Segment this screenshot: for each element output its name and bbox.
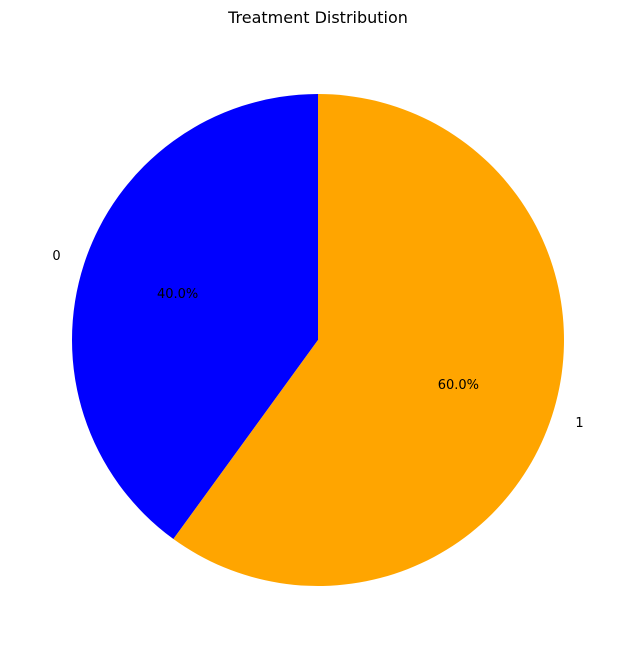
pie-category-label-0: 0: [52, 249, 60, 264]
pie-category-label-1: 1: [575, 416, 583, 431]
pie-pct-label-0: 40.0%: [157, 287, 198, 302]
pie-slice-1: [173, 94, 564, 586]
chart-title: Treatment Distribution: [228, 8, 408, 27]
pie-slice-0: [71, 94, 319, 540]
pie-pct-label-1: 60.0%: [438, 378, 479, 393]
